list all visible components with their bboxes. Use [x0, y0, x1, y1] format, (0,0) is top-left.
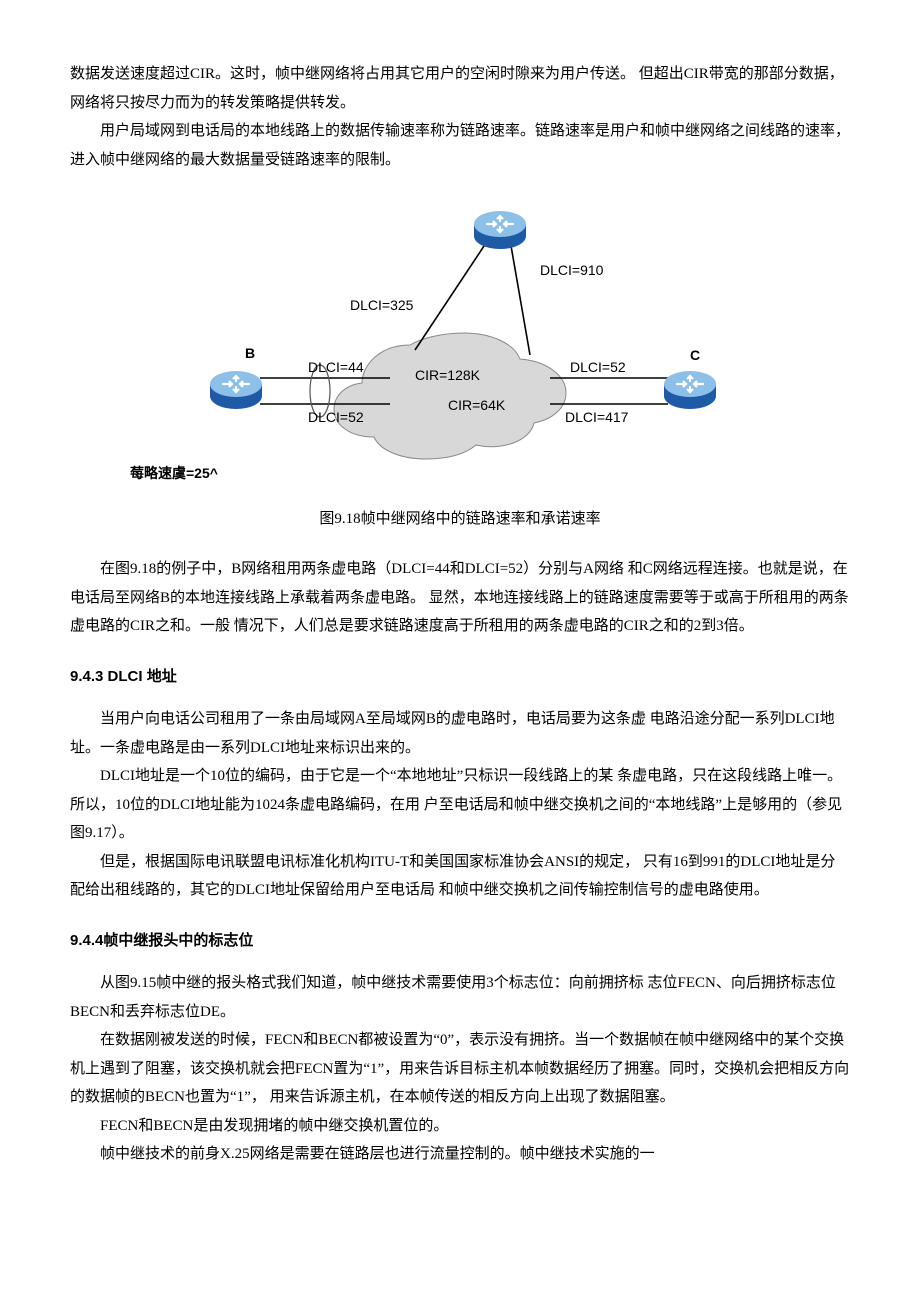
intro-paragraph-1: 数据发送速度超过CIR。这时，帧中继网络将占用其它用户的空闲时隙来为用户传送。 … [70, 60, 850, 117]
label-dlci-52-right: DLCI=52 [570, 359, 626, 375]
heading-9-4-4: 9.4.4帧中继报头中的标志位 [70, 927, 850, 956]
intro-paragraph-2: 用户局域网到电话局的本地线路上的数据传输速率称为链路速率。链路速率是用户和帧中继… [70, 117, 850, 174]
router-b [210, 371, 262, 409]
s943-p2: DLCI地址是一个10位的编码，由于它是一个“本地地址”只标识一段线路上的某 条… [70, 762, 850, 848]
router-c [664, 371, 716, 409]
heading-9-4-3: 9.4.3 DLCI 地址 [70, 663, 850, 692]
s943-p1: 当用户向电话公司租用了一条由局域网A至局域网B的虚电路时，电话局要为这条虚 电路… [70, 705, 850, 762]
after-figure-paragraph: 在图9.18的例子中，B网络租用两条虚电路（DLCI=44和DLCI=52）分别… [70, 555, 850, 641]
s944-p2: 在数据刚被发送的时候，FECN和BECN都被设置为“0”，表示没有拥挤。当一个数… [70, 1026, 850, 1112]
figure-caption: 图9.18帧中继网络中的链路速率和承诺速率 [70, 505, 850, 534]
label-node-c: C [690, 347, 700, 363]
s944-p3: FECN和BECN是由发现拥堵的帧中继交换机置位的。 [70, 1112, 850, 1141]
label-dlci-417: DLCI=417 [565, 409, 629, 425]
label-dlci-52-left: DLCI=52 [308, 409, 364, 425]
label-dlci-325: DLCI=325 [350, 297, 414, 313]
label-dlci-910: DLCI=910 [540, 262, 604, 278]
s943-p3: 但是，根据国际电讯联盟电讯标准化机构ITU-T和美国国家标准协会ANSI的规定，… [70, 848, 850, 905]
figure-footnote: 莓略速虞=25^ [130, 460, 850, 487]
router-a-top [474, 211, 526, 249]
label-dlci-44: DLCI=44 [308, 359, 364, 375]
frame-relay-cloud [334, 333, 566, 459]
s944-p1: 从图9.15帧中继的报头格式我们知道，帧中继技术需要使用3个标志位：向前拥挤标 … [70, 969, 850, 1026]
label-cir-64k: CIR=64K [448, 397, 506, 413]
label-cir-128k: CIR=128K [415, 367, 481, 383]
label-node-b: B [245, 345, 255, 361]
figure-9-18: DLCI=325 DLCI=910 DLCI=44 DLCI=52 CIR=12… [70, 200, 850, 487]
network-diagram: DLCI=325 DLCI=910 DLCI=44 DLCI=52 CIR=12… [190, 200, 730, 460]
s944-p4: 帧中继技术的前身X.25网络是需要在链路层也进行流量控制的。帧中继技术实施的一 [70, 1140, 850, 1169]
